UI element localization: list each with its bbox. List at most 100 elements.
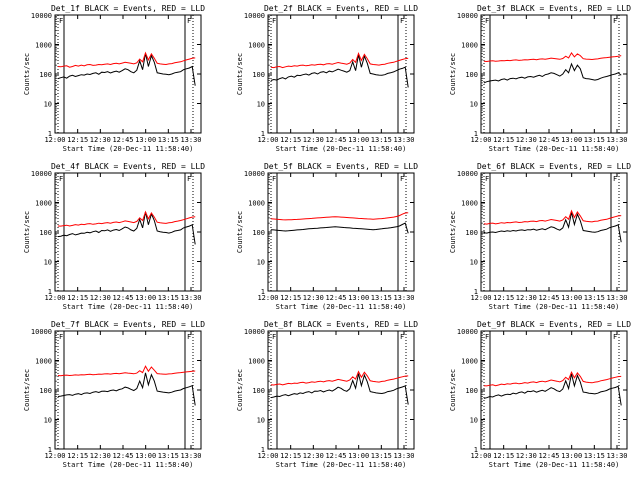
x-tick-label: 12:00: [44, 294, 65, 302]
series-line-lld: [57, 51, 196, 68]
y-tick-label: 1: [48, 288, 52, 296]
y-tick-label: 1000: [35, 200, 52, 208]
x-tick-label: 12:45: [112, 294, 133, 302]
panel-title: Det_2f BLACK = Events, RED = LLD: [264, 4, 418, 13]
y-tick-label: 10000: [31, 328, 52, 336]
y-tick-label: 1000: [248, 42, 265, 50]
y-tick-label: 100: [252, 387, 265, 395]
x-tick-label: 13:30: [393, 294, 414, 302]
y-tick-label: 100: [465, 229, 478, 237]
series-line-lld: [270, 370, 409, 386]
corner-label-left: F: [485, 175, 489, 183]
x-axis-label: Start Time (20-Dec-11 11:58:40): [63, 303, 194, 311]
x-tick-label: 12:15: [493, 136, 514, 144]
x-tick-label: 12:00: [470, 136, 491, 144]
y-tick-label: 10000: [31, 12, 52, 20]
x-tick-label: 13:15: [158, 136, 179, 144]
panel-2: Det_2f BLACK = Events, RED = LLD F F 1 10 100…: [236, 4, 418, 153]
x-tick-label: 12:30: [516, 136, 537, 144]
y-tick-label: 100: [252, 229, 265, 237]
series-line-lld: [270, 212, 409, 221]
x-tick-label: 12:15: [67, 294, 88, 302]
y-tick-label: 10: [44, 101, 52, 109]
x-tick-label: 13:00: [135, 294, 156, 302]
x-tick-label: 12:00: [470, 452, 491, 460]
x-tick-label: 12:15: [493, 452, 514, 460]
x-tick-label: 12:30: [303, 136, 324, 144]
corner-label-right: F: [613, 17, 617, 25]
x-tick-label: 13:15: [371, 294, 392, 302]
y-tick-label: 1000: [461, 42, 478, 50]
corner-label-right: F: [187, 17, 191, 25]
x-tick-label: 12:45: [538, 452, 559, 460]
x-tick-label: 12:45: [325, 452, 346, 460]
corner-label-left: F: [272, 175, 276, 183]
panel-1: Det_1f BLACK = Events, RED = LLD F F 1 10 100…: [23, 4, 205, 153]
x-tick-label: 13:30: [393, 452, 414, 460]
x-axis-label: Start Time (20-Dec-11 11:58:40): [489, 461, 620, 469]
x-tick-label: 12:30: [90, 136, 111, 144]
x-axis-label: Start Time (20-Dec-11 11:58:40): [489, 145, 620, 153]
x-tick-label: 12:00: [44, 452, 65, 460]
y-axis-label: Counts/sec: [23, 53, 31, 95]
series-line-events: [270, 54, 409, 88]
panel-title: Det_9f BLACK = Events, RED = LLD: [477, 320, 631, 329]
y-tick-label: 10: [470, 101, 478, 109]
y-axis-label: Counts/sec: [449, 211, 457, 253]
x-tick-label: 12:45: [325, 294, 346, 302]
corner-label-right: F: [613, 333, 617, 341]
y-tick-label: 1000: [248, 358, 265, 366]
y-tick-label: 100: [252, 71, 265, 79]
series-line-events: [483, 62, 622, 84]
y-tick-label: 10000: [457, 170, 478, 178]
series-line-events: [57, 53, 196, 86]
x-tick-label: 13:00: [348, 452, 369, 460]
x-tick-label: 12:00: [44, 136, 65, 144]
y-tick-label: 10000: [457, 328, 478, 336]
x-tick-label: 12:00: [257, 452, 278, 460]
x-axis-label: Start Time (20-Dec-11 11:58:40): [489, 303, 620, 311]
y-tick-label: 1: [48, 130, 52, 138]
x-tick-label: 13:30: [606, 136, 627, 144]
x-tick-label: 12:45: [538, 136, 559, 144]
x-tick-label: 13:00: [348, 294, 369, 302]
x-tick-label: 12:45: [112, 452, 133, 460]
x-tick-label: 13:00: [348, 136, 369, 144]
x-tick-label: 12:15: [493, 294, 514, 302]
x-tick-label: 12:30: [90, 452, 111, 460]
y-tick-label: 100: [465, 71, 478, 79]
x-axis-label: Start Time (20-Dec-11 11:58:40): [63, 145, 194, 153]
x-tick-label: 12:15: [67, 452, 88, 460]
corner-label-right: F: [400, 333, 404, 341]
x-tick-label: 12:00: [257, 136, 278, 144]
x-tick-label: 13:00: [135, 452, 156, 460]
panel-title: Det_6f BLACK = Events, RED = LLD: [477, 162, 631, 171]
y-tick-label: 10: [470, 259, 478, 267]
y-axis-label: Counts/sec: [236, 211, 244, 253]
y-tick-label: 10: [257, 417, 265, 425]
x-tick-label: 13:00: [135, 136, 156, 144]
series-line-lld: [483, 209, 622, 225]
corner-label-left: F: [59, 17, 63, 25]
x-tick-label: 13:30: [180, 136, 201, 144]
series-line-events: [270, 373, 409, 405]
corner-label-left: F: [59, 333, 63, 341]
panel-6: Det_6f BLACK = Events, RED = LLD F F 1 10 100…: [449, 162, 631, 311]
y-tick-label: 1: [48, 446, 52, 454]
x-tick-label: 12:45: [112, 136, 133, 144]
series-line-lld: [57, 210, 196, 227]
y-tick-label: 10: [257, 101, 265, 109]
panel-title: Det_8f BLACK = Events, RED = LLD: [264, 320, 418, 329]
x-tick-label: 12:30: [303, 294, 324, 302]
x-axis-label: Start Time (20-Dec-11 11:58:40): [276, 461, 407, 469]
y-tick-label: 10: [257, 259, 265, 267]
x-axis-label: Start Time (20-Dec-11 11:58:40): [276, 303, 407, 311]
series-line-lld: [483, 370, 622, 387]
x-tick-label: 13:15: [584, 452, 605, 460]
y-tick-label: 10000: [244, 170, 265, 178]
x-tick-label: 13:15: [371, 452, 392, 460]
panel-8: Det_8f BLACK = Events, RED = LLD F F 1 10 100…: [236, 320, 418, 469]
panel-title: Det_3f BLACK = Events, RED = LLD: [477, 4, 631, 13]
